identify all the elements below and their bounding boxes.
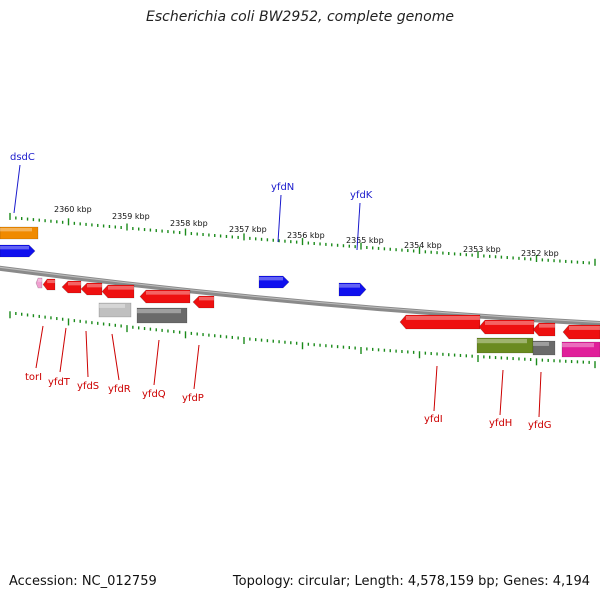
gene-feature bbox=[0, 226, 39, 240]
leader-line bbox=[193, 344, 200, 390]
gene-feature bbox=[35, 277, 43, 289]
gene-feature bbox=[532, 340, 556, 356]
leader-line bbox=[13, 164, 21, 214]
scale-labels: 2360 kbp 2359 kbp 2358 kbp 2357 kbp 2356 kbp… bbox=[54, 205, 559, 258]
gene-feature-shine bbox=[0, 228, 32, 232]
gene-label-reverse: yfdR bbox=[108, 384, 131, 395]
gene-feature bbox=[42, 278, 56, 291]
gene-label-forward: dsdC bbox=[10, 152, 35, 163]
gene-feature-shine bbox=[569, 326, 600, 330]
gene-feature-shine bbox=[0, 246, 29, 250]
map-title: Escherichia coli BW2952, complete genome bbox=[146, 9, 454, 25]
gene-feature-shine bbox=[47, 280, 55, 284]
gene-feature bbox=[561, 341, 600, 358]
genome-backbone-highlight bbox=[0, 266, 600, 323]
gene-feature bbox=[192, 295, 215, 309]
gene-feature bbox=[562, 324, 600, 340]
leader-line bbox=[433, 365, 438, 412]
top-scale-ticks bbox=[9, 212, 596, 266]
gene-feature-shine bbox=[87, 284, 102, 288]
gene-label-reverse: yfdT bbox=[48, 377, 71, 388]
gene-feature bbox=[399, 314, 481, 330]
gene-labels: dsdC yfdN yfdK torI yfdT yfdS yfdR yfdQ yfdP yfdI… bbox=[10, 152, 552, 431]
gene-label-forward: yfdK bbox=[350, 190, 373, 201]
gene-feature-shine bbox=[99, 304, 125, 308]
gene-label-lines bbox=[13, 164, 542, 418]
gene-feature bbox=[338, 282, 367, 297]
gene-feature-shine bbox=[137, 309, 181, 314]
gene-label-reverse: yfdG bbox=[528, 420, 552, 431]
bottom-scale-ticks bbox=[9, 311, 596, 369]
gene-feature-shine bbox=[146, 291, 190, 295]
leader-line bbox=[538, 371, 542, 418]
gene-label-reverse: yfdQ bbox=[142, 389, 166, 400]
gene-features bbox=[0, 226, 600, 358]
gene-feature-shine bbox=[108, 286, 134, 290]
scale-label: 2355 kbp bbox=[346, 236, 384, 245]
gene-feature-shine bbox=[339, 284, 360, 288]
gene-label-reverse: yfdH bbox=[489, 418, 512, 429]
gene-feature-shine bbox=[477, 339, 527, 344]
gene-feature-shine bbox=[539, 324, 555, 328]
gene-feature-shine bbox=[485, 321, 534, 325]
gene-feature bbox=[478, 319, 535, 335]
scale-label: 2359 kbp bbox=[112, 212, 150, 221]
gene-feature bbox=[101, 284, 135, 299]
gene-feature bbox=[258, 275, 290, 289]
leader-line bbox=[35, 325, 44, 369]
genome-backbone bbox=[0, 265, 600, 326]
gene-label-reverse: torI bbox=[25, 372, 42, 383]
leader-line bbox=[356, 202, 361, 251]
gene-feature bbox=[136, 307, 188, 324]
gene-feature bbox=[0, 244, 36, 258]
leader-line bbox=[153, 339, 160, 386]
gene-feature-shine bbox=[38, 279, 42, 282]
gene-feature-shine bbox=[259, 277, 283, 281]
gene-feature bbox=[61, 280, 82, 294]
gene-feature bbox=[98, 302, 132, 318]
scale-label: 2356 kbp bbox=[287, 231, 325, 240]
gene-feature bbox=[532, 322, 556, 337]
leader-line bbox=[111, 333, 120, 381]
leader-line bbox=[277, 194, 282, 243]
gene-feature-shine bbox=[68, 282, 81, 286]
genome-summary-text: Topology: circular; Length: 4,578,159 bp… bbox=[232, 574, 590, 589]
scale-label: 2353 kbp bbox=[463, 245, 501, 254]
gene-label-reverse: yfdI bbox=[424, 414, 443, 425]
leader-line bbox=[85, 330, 89, 378]
gene-feature bbox=[139, 289, 191, 304]
gene-feature-shine bbox=[406, 316, 480, 320]
scale-label: 2360 kbp bbox=[54, 205, 92, 214]
scale-label: 2358 kbp bbox=[170, 219, 208, 228]
gene-label-reverse: yfdS bbox=[77, 381, 99, 392]
leader-line bbox=[59, 327, 67, 373]
gene-label-reverse: yfdP bbox=[182, 393, 204, 404]
scale-label: 2352 kbp bbox=[521, 249, 559, 258]
accession-text: Accession: NC_012759 bbox=[9, 574, 157, 589]
scale-label: 2354 kbp bbox=[404, 241, 442, 250]
gene-feature bbox=[80, 282, 103, 296]
gene-feature-shine bbox=[199, 297, 214, 301]
scale-label: 2357 kbp bbox=[229, 225, 267, 234]
gene-feature-shine bbox=[562, 343, 594, 348]
gene-feature-shine bbox=[533, 342, 549, 346]
leader-line bbox=[499, 369, 504, 416]
gene-label-forward: yfdN bbox=[271, 182, 294, 193]
